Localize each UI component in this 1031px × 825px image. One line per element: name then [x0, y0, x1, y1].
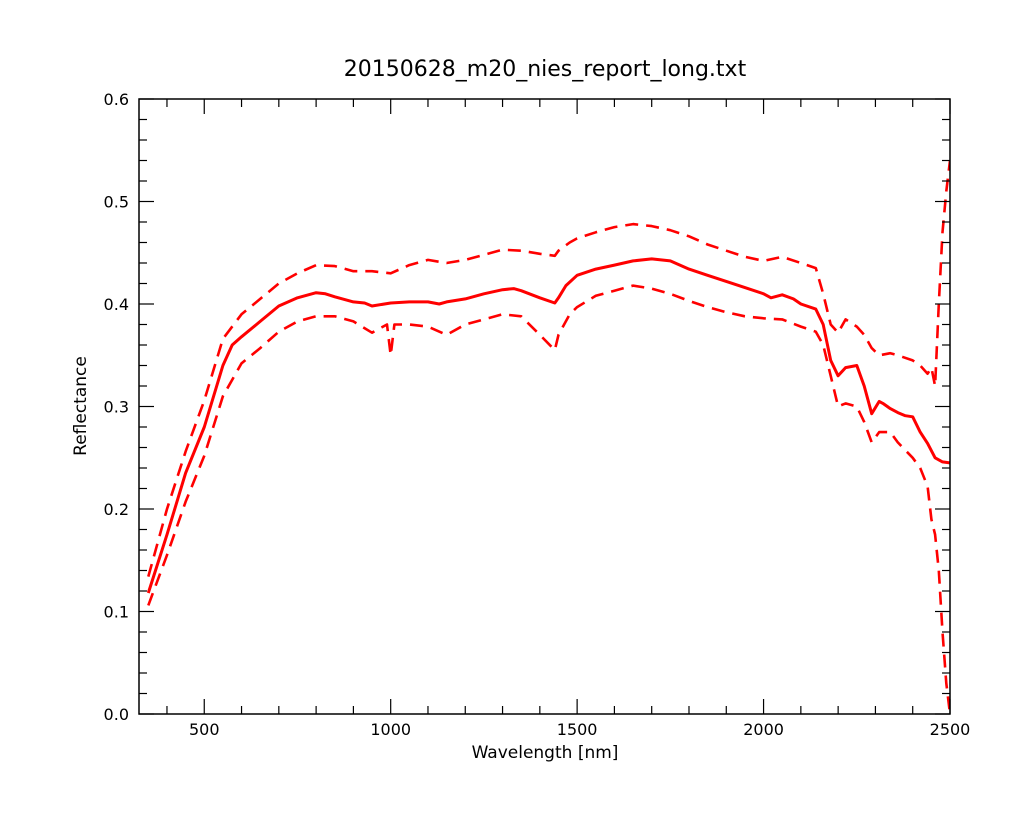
chart-title: 20150628_m20_nies_report_long.txt	[344, 57, 747, 82]
y-tick-label: 0.1	[104, 603, 129, 622]
x-tick-label: 2000	[743, 720, 784, 739]
y-tick-label: 0.3	[104, 398, 129, 417]
y-tick-label: 0.0	[104, 705, 129, 724]
series-line-1	[146, 257, 950, 594]
axis-ticks	[139, 98, 951, 715]
y-tick-label: 0.4	[104, 295, 129, 314]
series-line-3	[147, 284, 950, 714]
y-tick-label: 0.2	[104, 500, 129, 519]
y-tick-label: 0.6	[104, 90, 129, 109]
plot-frame	[138, 98, 951, 715]
x-tick-label: 2500	[930, 720, 971, 739]
x-tick-label: 500	[189, 720, 220, 739]
x-tick-label: 1000	[370, 720, 411, 739]
x-axis-label: Wavelength [nm]	[472, 743, 619, 763]
y-axis-label: Reflectance	[71, 356, 91, 456]
plot-area	[146, 160, 950, 714]
series-line-2	[147, 160, 950, 577]
x-tick-label: 1500	[557, 720, 598, 739]
axis-tick-labels: 500 1000 1500 2000 2500 0.0 0.1 0.2 0.3 0.4 0.5 0.6	[104, 90, 971, 739]
y-tick-label: 0.5	[104, 193, 129, 212]
